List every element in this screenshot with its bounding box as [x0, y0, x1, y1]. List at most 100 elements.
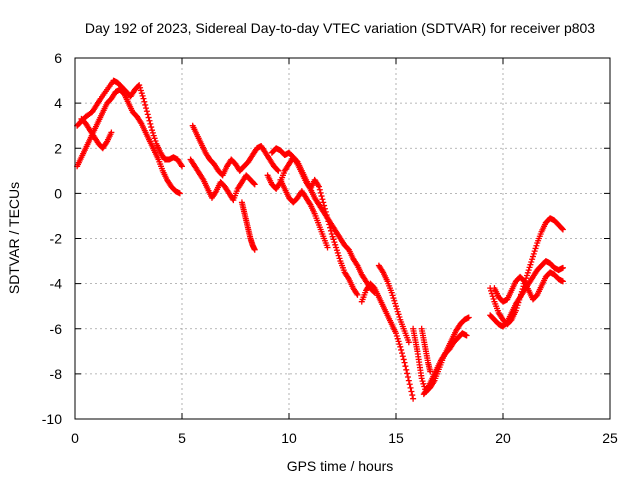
y-tick-label: 6: [54, 50, 62, 66]
data-point: [149, 129, 156, 136]
data-point: [333, 244, 340, 251]
data-point: [408, 388, 415, 395]
data-point: [559, 225, 566, 232]
data-point: [326, 221, 333, 228]
data-point: [397, 343, 404, 350]
data-point: [488, 287, 495, 294]
data-point: [176, 190, 183, 197]
data-point: [465, 314, 472, 321]
data-point: [144, 111, 151, 118]
y-axis-label: SDTVAR / TECUs: [6, 182, 22, 294]
data-point: [329, 233, 336, 240]
data-point: [393, 330, 399, 337]
data-point: [321, 205, 328, 212]
data-point: [315, 183, 322, 190]
chart-title: Day 192 of 2023, Sidereal Day-to-day VTE…: [85, 20, 595, 36]
data-point: [395, 311, 402, 318]
series-track-h: [268, 145, 361, 298]
data-point: [559, 226, 566, 233]
y-tick-label: 2: [54, 140, 62, 156]
data-point: [108, 129, 115, 136]
data-point: [325, 218, 332, 225]
data-point: [526, 264, 533, 271]
data-point: [407, 384, 414, 391]
data-point: [142, 101, 149, 108]
data-point: [530, 250, 537, 257]
data-point: [331, 239, 338, 246]
data-point: [327, 224, 334, 231]
series-track-d: [189, 122, 282, 179]
data-point: [398, 346, 405, 353]
series-track-k: [375, 262, 412, 346]
x-tick-label: 15: [388, 430, 404, 446]
series-track-c: [78, 115, 115, 152]
data-point: [527, 261, 534, 268]
x-tick-label: 25: [602, 430, 618, 446]
data-point: [151, 135, 158, 142]
data-point: [141, 98, 148, 105]
data-point: [354, 291, 361, 298]
data-point: [147, 120, 154, 127]
data-point: [137, 84, 144, 91]
series-track-a: [74, 77, 185, 170]
data-point: [394, 335, 401, 342]
data-point: [393, 332, 400, 339]
data-point: [489, 293, 496, 300]
data-point: [330, 236, 337, 243]
data-point: [391, 297, 398, 304]
axis-ticks: [74, 57, 611, 420]
data-point: [401, 359, 408, 366]
data-point: [392, 300, 399, 307]
data-series: [74, 77, 566, 402]
data-point: [148, 124, 155, 131]
data-point: [143, 108, 150, 115]
data-point: [404, 370, 411, 377]
data-point: [327, 227, 334, 234]
data-point: [138, 90, 145, 97]
data-point: [335, 252, 342, 259]
data-point: [136, 82, 143, 89]
data-point: [399, 353, 406, 360]
data-point: [531, 248, 538, 255]
data-point: [137, 87, 144, 94]
data-point: [139, 92, 146, 99]
data-point: [529, 256, 536, 263]
data-point: [404, 374, 411, 381]
data-point: [152, 138, 159, 145]
data-point: [396, 341, 403, 348]
data-point: [251, 246, 258, 253]
data-point: [143, 105, 150, 112]
y-tick-label: 4: [54, 95, 62, 111]
data-point: [396, 314, 403, 321]
x-tick-label: 0: [71, 430, 79, 446]
data-point: [319, 196, 326, 203]
data-point: [559, 264, 566, 271]
series-track-n: [418, 325, 434, 375]
data-point: [463, 332, 470, 339]
series-track-e: [187, 156, 258, 204]
data-point: [274, 166, 281, 173]
series-track-q: [491, 269, 566, 305]
data-point: [318, 193, 325, 200]
data-point: [529, 253, 536, 260]
data-point: [405, 339, 412, 346]
data-point: [524, 269, 531, 276]
data-point: [410, 395, 417, 402]
data-point: [490, 295, 497, 302]
data-point: [420, 380, 427, 387]
data-point: [328, 230, 335, 237]
grid: [75, 58, 610, 419]
data-point: [321, 202, 328, 209]
data-point: [145, 114, 152, 121]
data-point: [395, 338, 402, 345]
data-point: [149, 127, 156, 134]
data-point: [402, 363, 409, 370]
data-point: [532, 245, 539, 252]
y-tick-label: -2: [50, 231, 63, 247]
data-point: [336, 255, 343, 262]
data-point: [251, 181, 258, 188]
y-tick-label: 0: [54, 185, 62, 201]
data-point: [559, 278, 566, 285]
data-point: [275, 167, 282, 174]
data-point: [418, 375, 425, 382]
